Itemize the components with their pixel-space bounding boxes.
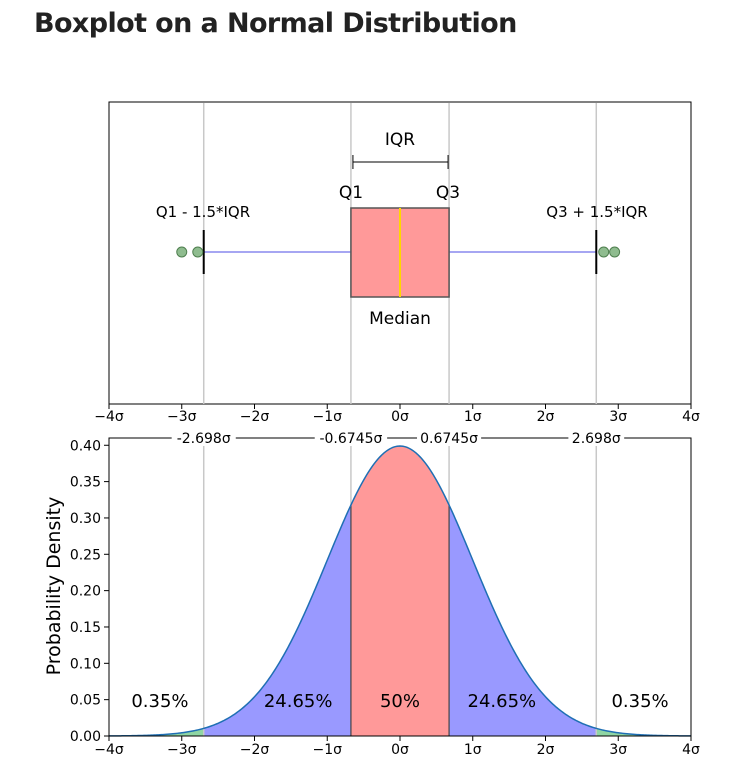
boundary-label-bg (417, 430, 482, 446)
right-mid-area (449, 505, 597, 736)
region-percent-label-0: 0.35% (131, 691, 188, 712)
center-area (350, 446, 450, 736)
boundary-label-bg (568, 430, 625, 446)
y-axis-label: Probability Density (43, 497, 65, 676)
lower-fence-label: Q1 - 1.5*IQR (156, 203, 250, 221)
outlier-point-1 (192, 246, 204, 258)
boxplot-x-tick-label: −4σ (94, 409, 124, 425)
outlier-point-3 (609, 246, 621, 258)
density-panel: -2.698σ -0.6745σ 0.6745σ 2.698σ 0.35% 24.65%… (43, 430, 700, 758)
region-percent-label-3: 24.65% (468, 691, 537, 712)
iqr-label: IQR (385, 130, 415, 150)
right-tail-area (596, 728, 691, 736)
median-label: Median (369, 309, 431, 329)
density-x-tick-label: 2σ (537, 742, 555, 758)
boundary-label-2: 0.6745σ (420, 431, 478, 447)
boundary-label-3: 2.698σ (572, 431, 621, 447)
boundary-label-bg (171, 430, 236, 446)
left-tail-area (109, 728, 204, 736)
outlier-point-0 (176, 246, 188, 258)
density-x-tick-label: −1σ (312, 742, 342, 758)
boundary-label-bg (314, 430, 388, 446)
density-x-tick-label: −3σ (167, 742, 197, 758)
boxplot-x-tick-label: 3σ (609, 409, 627, 425)
density-x-tick-label: 4σ (682, 742, 700, 758)
boxplot-x-tick-label: −1σ (312, 409, 342, 425)
density-y-tick-label: 0.35 (70, 475, 101, 491)
density-x-tick-label: 3σ (609, 742, 627, 758)
region-percent-label-2: 50% (380, 691, 420, 712)
boxplot-x-tick-label: −2σ (240, 409, 270, 425)
q3-label: Q3 (436, 183, 460, 203)
boxplot-x-tick-label: 0σ (391, 409, 409, 425)
boxplot-x-tick-label: 4σ (682, 409, 700, 425)
boxplot-x-tick-label: −3σ (167, 409, 197, 425)
left-mid-area (203, 505, 351, 736)
boxplot-x-tick-label: 1σ (464, 409, 482, 425)
density-x-tick-label: 1σ (464, 742, 482, 758)
region-percent-label-1: 24.65% (264, 691, 333, 712)
density-y-tick-label: 0.25 (70, 547, 101, 563)
boxplot-panel: −4σ −3σ −2σ −1σ 0σ 1σ 2σ 3σ 4σ IQR Q1 Q3 Median … (94, 101, 700, 425)
q1-label: Q1 (339, 183, 363, 203)
outlier-point-2 (598, 246, 610, 258)
boxplot-x-tick-label: 2σ (537, 409, 555, 425)
density-y-tick-label: 0.15 (70, 620, 101, 636)
density-y-tick-label: 0.10 (70, 656, 101, 672)
upper-fence-label: Q3 + 1.5*IQR (546, 203, 647, 221)
density-x-tick-label: −4σ (94, 742, 124, 758)
density-y-tick-label: 0.00 (70, 729, 101, 745)
density-y-tick-label: 0.05 (70, 693, 101, 709)
density-y-tick-label: 0.40 (70, 438, 101, 454)
density-y-tick-label: 0.20 (70, 584, 101, 600)
region-percent-label-4: 0.35% (611, 691, 668, 712)
boundary-label-1: -0.6745σ (319, 431, 382, 447)
density-x-tick-label: −2σ (240, 742, 270, 758)
density-y-tick-label: 0.30 (70, 511, 101, 527)
density-curve (108, 445, 692, 737)
page-title: Boxplot on a Normal Distribution (34, 8, 517, 39)
boundary-label-0: -2.698σ (177, 431, 231, 447)
density-x-tick-label: 0σ (391, 742, 409, 758)
